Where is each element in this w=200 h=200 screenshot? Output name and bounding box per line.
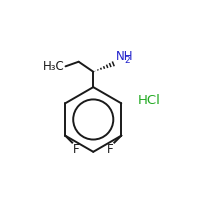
Text: 2: 2 — [124, 56, 130, 65]
Text: F: F — [73, 143, 80, 156]
Text: F: F — [107, 143, 114, 156]
Text: HCl: HCl — [137, 95, 160, 108]
Text: H₃C: H₃C — [43, 60, 65, 73]
Text: NH: NH — [116, 49, 133, 62]
